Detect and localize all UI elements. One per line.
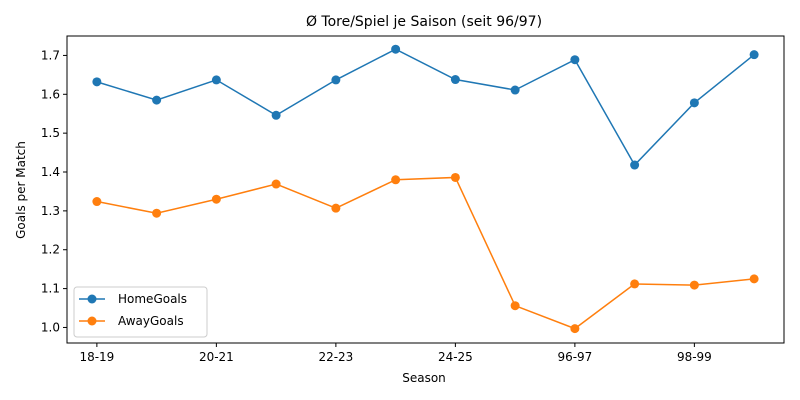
y-axis-label: Goals per Match bbox=[14, 141, 28, 239]
series-line-homegoals bbox=[96, 48, 755, 167]
data-point-homegoals bbox=[271, 110, 281, 120]
x-tick-label: 18-19 bbox=[79, 350, 114, 364]
x-tick-label: 98-99 bbox=[677, 350, 712, 364]
x-tick-label: 24-25 bbox=[438, 350, 473, 364]
data-point-homegoals bbox=[630, 160, 640, 170]
x-tick-label: 20-21 bbox=[199, 350, 234, 364]
data-point-awaygoals bbox=[331, 203, 341, 213]
data-point-homegoals bbox=[391, 44, 401, 54]
x-tick-label: 22-23 bbox=[318, 350, 353, 364]
data-point-homegoals bbox=[749, 50, 759, 60]
data-point-awaygoals bbox=[450, 172, 460, 182]
data-point-awaygoals bbox=[152, 208, 162, 218]
data-point-awaygoals bbox=[749, 274, 759, 284]
data-point-awaygoals bbox=[630, 279, 640, 289]
data-point-homegoals bbox=[211, 75, 221, 85]
y-axis: 1.0 1.1 1.2 1.3 1.4 1.5 1.6 1.7 bbox=[41, 48, 67, 334]
data-point-awaygoals bbox=[211, 194, 221, 204]
data-point-homegoals bbox=[92, 77, 102, 87]
series-line-awaygoals bbox=[96, 176, 755, 330]
y-tick-label: 1.2 bbox=[41, 243, 60, 257]
legend-marker-awaygoals bbox=[87, 316, 97, 326]
y-tick-label: 1.1 bbox=[41, 282, 60, 296]
x-axis: 18-19 20-21 22-23 24-25 96-97 98-99 bbox=[79, 343, 712, 364]
legend-label-awaygoals: AwayGoals bbox=[118, 314, 184, 328]
series-layer bbox=[92, 44, 759, 334]
chart-title: Ø Tore/Spiel je Saison (seit 96/97) bbox=[306, 14, 542, 30]
x-axis-label: Season bbox=[402, 371, 446, 385]
legend-box bbox=[73, 286, 208, 338]
data-point-homegoals bbox=[450, 75, 460, 85]
y-tick-label: 1.6 bbox=[41, 87, 60, 101]
y-tick-label: 1.0 bbox=[41, 320, 60, 334]
plot-frame bbox=[66, 35, 785, 344]
data-point-homegoals bbox=[331, 75, 341, 85]
data-point-homegoals bbox=[689, 98, 699, 108]
y-tick-label: 1.4 bbox=[41, 165, 60, 179]
data-point-awaygoals bbox=[92, 197, 102, 207]
legend-label-homegoals: HomeGoals bbox=[118, 292, 187, 306]
y-tick-label: 1.7 bbox=[41, 48, 60, 62]
data-point-awaygoals bbox=[689, 280, 699, 290]
legend: HomeGoals AwayGoals bbox=[73, 286, 208, 338]
data-point-homegoals bbox=[510, 85, 520, 95]
legend-marker-homegoals bbox=[87, 294, 97, 304]
x-tick-label: 96-97 bbox=[557, 350, 592, 364]
data-point-awaygoals bbox=[391, 175, 401, 185]
data-point-awaygoals bbox=[510, 301, 520, 311]
y-tick-label: 1.5 bbox=[41, 126, 60, 140]
y-tick-label: 1.3 bbox=[41, 204, 60, 218]
data-point-homegoals bbox=[570, 55, 580, 65]
data-point-awaygoals bbox=[570, 324, 580, 334]
data-point-homegoals bbox=[152, 95, 162, 105]
data-point-awaygoals bbox=[271, 179, 281, 189]
